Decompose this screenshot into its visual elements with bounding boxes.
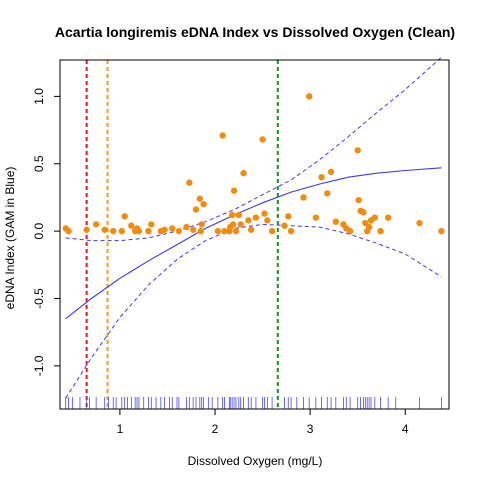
data-points [62, 93, 445, 235]
data-point [196, 195, 204, 202]
data-point [312, 214, 320, 221]
data-point [229, 221, 237, 228]
plot-border [59, 59, 450, 410]
data-point [232, 227, 240, 235]
y-tick-label: -1.0 [32, 355, 46, 376]
data-point [346, 227, 354, 235]
data-point [128, 222, 135, 229]
data-point [416, 219, 423, 227]
x-tick-label: 3 [307, 422, 314, 436]
data-point [121, 213, 128, 220]
data-point [261, 210, 268, 217]
data-point [235, 211, 243, 219]
data-point [365, 223, 373, 231]
data-point [219, 132, 226, 139]
data-point [228, 211, 236, 219]
chart-title: Acartia longiremis eDNA Index vs Dissolv… [55, 24, 455, 40]
data-point [175, 227, 183, 235]
data-point [198, 221, 205, 228]
data-point [221, 227, 228, 235]
data-point [197, 227, 204, 235]
data-point [287, 227, 295, 235]
data-point [135, 227, 143, 235]
data-point [305, 93, 313, 100]
data-point [438, 227, 445, 235]
data-point [101, 226, 108, 233]
data-point [318, 174, 325, 181]
data-point [300, 194, 307, 201]
x-axis-label: Dissolved Oxygen (mg/L) [188, 454, 323, 468]
data-point [264, 217, 271, 224]
gam-lower-band [65, 223, 442, 399]
data-point [252, 214, 260, 221]
data-point [285, 213, 292, 220]
data-point [355, 196, 362, 204]
x-tick-label: 4 [402, 422, 409, 436]
y-axis-label: eDNA Index (GAM in Blue) [3, 167, 17, 310]
data-point [145, 227, 152, 235]
data-point [332, 218, 340, 225]
data-point [371, 214, 379, 221]
data-point [65, 227, 72, 235]
reference-lines [85, 60, 279, 409]
data-point [92, 221, 100, 228]
data-point [281, 222, 288, 229]
data-point [237, 221, 244, 228]
data-point [230, 187, 238, 194]
y-axis: -1.0 -0.5 0.0 0.5 1.0 [32, 88, 61, 376]
data-point [161, 226, 168, 233]
data-point [384, 214, 392, 221]
data-point [148, 221, 155, 228]
x-tick-label: 1 [117, 422, 124, 436]
data-point [169, 225, 176, 232]
data-point [245, 217, 252, 224]
data-point [247, 226, 255, 233]
data-point [214, 227, 222, 235]
data-point [268, 227, 276, 235]
data-point [83, 226, 90, 233]
data-point [362, 219, 369, 227]
gam-upper-band [65, 56, 442, 242]
gam-fit-line [65, 167, 442, 320]
y-tick-label: 0.5 [32, 155, 46, 172]
data-point [354, 147, 361, 154]
x-tick-label: 2 [212, 422, 219, 436]
data-point [183, 223, 190, 231]
data-point [186, 179, 193, 186]
x-axis: 1 2 3 4 [117, 408, 409, 436]
data-point [110, 227, 117, 235]
data-point [360, 209, 367, 216]
data-point [200, 200, 207, 208]
data-point [377, 227, 384, 235]
data-point [259, 136, 266, 143]
data-point [192, 206, 200, 213]
data-point [324, 190, 331, 197]
data-point [189, 226, 197, 233]
data-point [118, 227, 126, 235]
y-tick-label: 1.0 [32, 88, 46, 105]
rug-marks [65, 397, 442, 409]
y-tick-label: -0.5 [32, 288, 46, 309]
data-point [240, 169, 247, 177]
gam-curves [65, 56, 442, 399]
data-point [327, 168, 335, 176]
y-tick-label: 0.0 [32, 222, 46, 239]
